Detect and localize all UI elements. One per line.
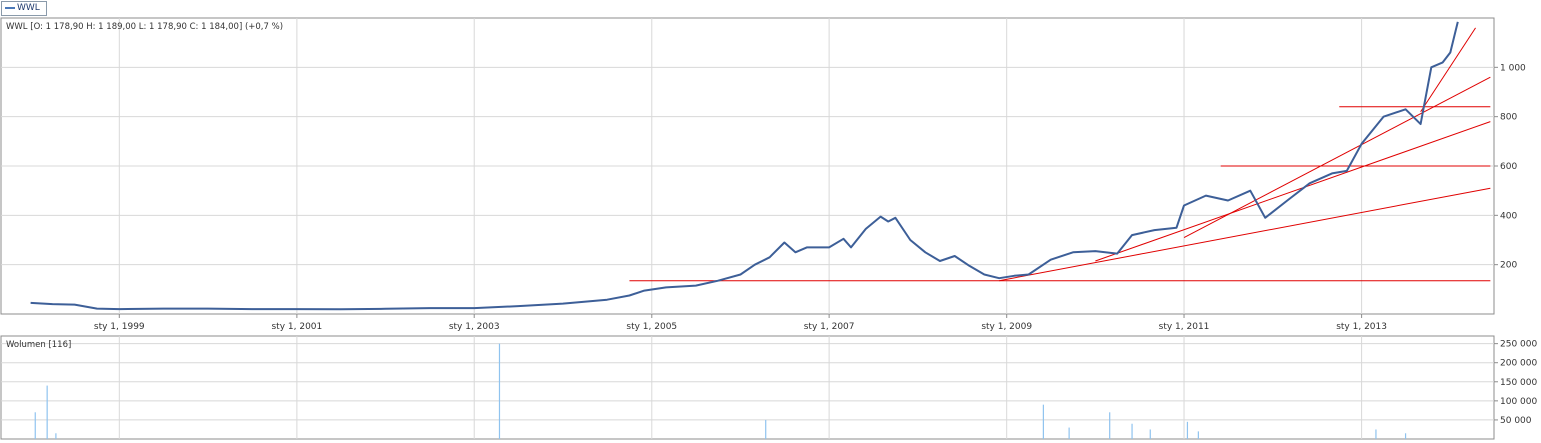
price-y-axis: 200 400 600 800 1 000 <box>1494 63 1526 271</box>
x-tick-label: sty 1, 2001 <box>271 322 322 332</box>
volume-label: Wolumen [116] <box>6 340 71 350</box>
volume-y-tick-label: 150 000 <box>1500 378 1537 388</box>
trend-line <box>999 187 1491 282</box>
price-series <box>30 21 1459 311</box>
x-tick-label: sty 1, 2005 <box>626 322 677 332</box>
volume-panel-frame <box>0 335 1495 440</box>
x-tick-label: sty 1, 2011 <box>1159 322 1210 332</box>
legend-label: WWL <box>17 3 40 13</box>
price-info-text: WWL [O: 1 178,90 H: 1 189,00 L: 1 178,90… <box>6 22 283 32</box>
volume-y-tick-label: 50 000 <box>1500 416 1532 426</box>
x-tick-label: sty 1, 2007 <box>804 322 855 332</box>
volume-bars <box>34 343 1407 439</box>
x-tick-label: sty 1, 2009 <box>981 322 1032 332</box>
y-tick-label: 400 <box>1500 211 1517 221</box>
price-grid <box>1 18 1494 314</box>
legend-swatch <box>5 6 15 9</box>
trend-line <box>1183 76 1491 238</box>
volume-y-tick-label: 250 000 <box>1500 340 1537 350</box>
x-tick-label: sty 1, 1999 <box>94 322 145 332</box>
price-panel: 200 400 600 800 1 000 sty 1, 1999 sty 1, 2001… <box>0 17 1526 332</box>
volume-y-tick-label: 200 000 <box>1500 359 1537 369</box>
legend: WWL <box>1 1 47 16</box>
y-tick-label: 600 <box>1500 162 1517 172</box>
volume-grid <box>1 336 1494 439</box>
trend-line <box>1420 27 1476 113</box>
volume-y-axis: 50 000 100 000 150 000 200 000 250 000 <box>1494 340 1537 426</box>
y-tick-label: 800 <box>1500 113 1517 123</box>
trend-lines <box>629 27 1491 282</box>
x-tick-label: sty 1, 2013 <box>1336 322 1387 332</box>
volume-panel: 50 000 100 000 150 000 200 000 250 000 Wolum… <box>0 335 1537 440</box>
volume-y-tick-label: 100 000 <box>1500 397 1537 407</box>
y-tick-label: 1 000 <box>1500 63 1526 73</box>
y-tick-label: 200 <box>1500 261 1517 271</box>
trend-line <box>1095 121 1491 262</box>
x-tick-label: sty 1, 2003 <box>449 322 500 332</box>
price-line <box>30 21 1459 311</box>
date-axis: sty 1, 1999 sty 1, 2001 sty 1, 2003 sty 1, … <box>94 314 1387 332</box>
